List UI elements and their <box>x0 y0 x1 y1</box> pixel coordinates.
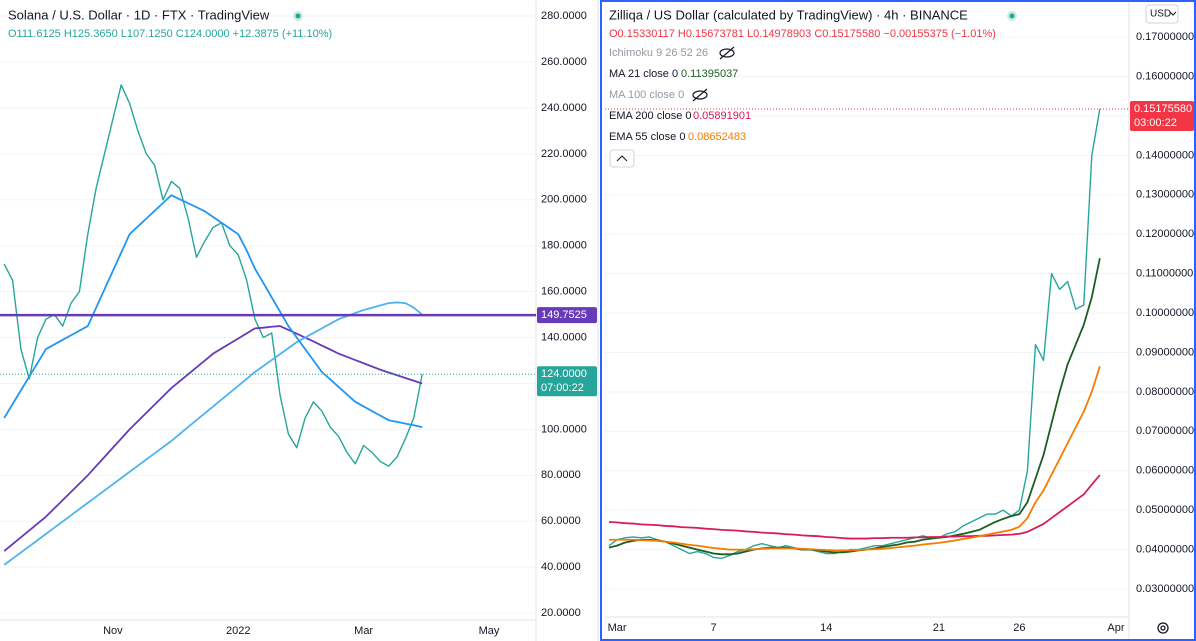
status-dot-core <box>1009 13 1015 19</box>
last-price-box <box>1130 101 1194 132</box>
left-title: Solana / U.S. Dollar · 1D · FTX · Tradin… <box>8 7 270 22</box>
y-tick-label: 20.0000 <box>541 607 581 619</box>
moving-average-line <box>3 325 423 552</box>
chart-right: 0.03000000 0.04000000 0.05000000 0.06000000… <box>605 0 1194 641</box>
y-tick-label: 0.09000000 <box>1136 346 1194 358</box>
x-tick-label: Mar <box>608 622 627 634</box>
x-tick-label: Nov <box>103 625 123 637</box>
y-tick-label: 240.0000 <box>541 102 587 114</box>
y-tick-label: 140.0000 <box>541 331 587 343</box>
y-tick-label: 280.0000 <box>541 10 587 22</box>
x-tick-label: 7 <box>711 622 717 634</box>
indicator-value: 0.05891901 <box>693 110 751 122</box>
y-tick-label: 0.03000000 <box>1136 583 1194 595</box>
dropdown-arrow <box>1169 11 1177 16</box>
y-tick-label: 0.11000000 <box>1136 268 1193 280</box>
last-price-label: 124.0000 <box>541 368 587 380</box>
indicator-value: 0.08652483 <box>688 131 746 143</box>
y-tick-label: 80.0000 <box>541 469 581 481</box>
status-dot-core <box>295 13 301 19</box>
right-ohlc: O0.15330117 H0.15673781 L0.14978903 C0.1… <box>609 28 996 40</box>
x-tick-label: May <box>479 625 500 637</box>
y-tick-label: 0.10000000 <box>1136 307 1194 319</box>
currency-label: USD <box>1150 9 1171 20</box>
x-tick-label: Apr <box>1107 622 1124 634</box>
moving-average-line <box>3 194 423 428</box>
x-tick-label: 21 <box>933 622 945 634</box>
price-line <box>3 84 423 467</box>
y-tick-label: 160.0000 <box>541 286 587 298</box>
right-title: Zilliqa / US Dollar (calculated by Tradi… <box>609 7 968 22</box>
y-tick-label: 260.0000 <box>541 56 587 68</box>
level-price-label: 149.7525 <box>541 309 587 321</box>
y-tick-label: 100.0000 <box>541 423 587 435</box>
x-tick-label: 2022 <box>226 625 250 637</box>
y-tick-label: 0.12000000 <box>1136 228 1194 240</box>
chart-left: 20.000040.000060.000080.0000100.0000120.… <box>0 0 597 641</box>
y-tick-label: 200.0000 <box>541 194 587 206</box>
eye-off-icon[interactable] <box>692 88 708 102</box>
y-tick-label: 0.06000000 <box>1136 465 1194 477</box>
level-price-box <box>537 307 597 324</box>
x-tick-label: 26 <box>1013 622 1025 634</box>
indicator-hidden[interactable]: MA 100 close 0 <box>609 89 684 101</box>
indicator-name[interactable]: EMA 55 close 0 <box>609 131 685 143</box>
chevron-up <box>616 155 628 162</box>
eye-off-icon[interactable] <box>719 46 735 60</box>
y-tick-label: 0.13000000 <box>1136 189 1194 201</box>
moving-average-line <box>608 474 1101 540</box>
y-tick-label: 0.05000000 <box>1136 504 1194 516</box>
y-tick-label: 180.0000 <box>541 240 587 252</box>
y-tick-label: 220.0000 <box>541 148 587 160</box>
countdown-label: 07:00:22 <box>541 382 584 394</box>
x-tick-label: Mar <box>354 625 373 637</box>
moving-average-line <box>609 366 1101 552</box>
y-tick-label: 0.07000000 <box>1136 425 1194 437</box>
last-price-label: 0.15175580 <box>1134 103 1192 115</box>
collapse-button[interactable] <box>609 149 635 168</box>
indicator-name[interactable]: MA 21 close 0 <box>609 68 678 80</box>
settings-icon[interactable] <box>1157 622 1169 634</box>
last-price-box <box>537 366 597 397</box>
indicator-hidden[interactable]: Ichimoku 9 26 52 26 <box>609 47 708 59</box>
indicator-name[interactable]: EMA 200 close 0 <box>609 110 692 122</box>
left-ohlc: O111.6125 H125.3650 L107.1250 C124.0000 … <box>8 28 332 40</box>
currency-button[interactable] <box>1145 4 1179 24</box>
indicator-value: 0.11395037 <box>681 68 738 80</box>
countdown-label: 03:00:22 <box>1134 117 1177 129</box>
y-tick-label: 0.16000000 <box>1136 70 1194 82</box>
y-tick-label: 0.08000000 <box>1136 386 1194 398</box>
y-tick-label: 0.17000000 <box>1136 31 1194 43</box>
y-tick-label: 60.0000 <box>541 515 581 527</box>
y-tick-label: 40.0000 <box>541 561 581 573</box>
active-pane-border <box>600 0 1196 641</box>
y-tick-label: 0.04000000 <box>1136 543 1194 555</box>
y-tick-label: 0.14000000 <box>1136 149 1194 161</box>
x-tick-label: 14 <box>820 622 832 634</box>
